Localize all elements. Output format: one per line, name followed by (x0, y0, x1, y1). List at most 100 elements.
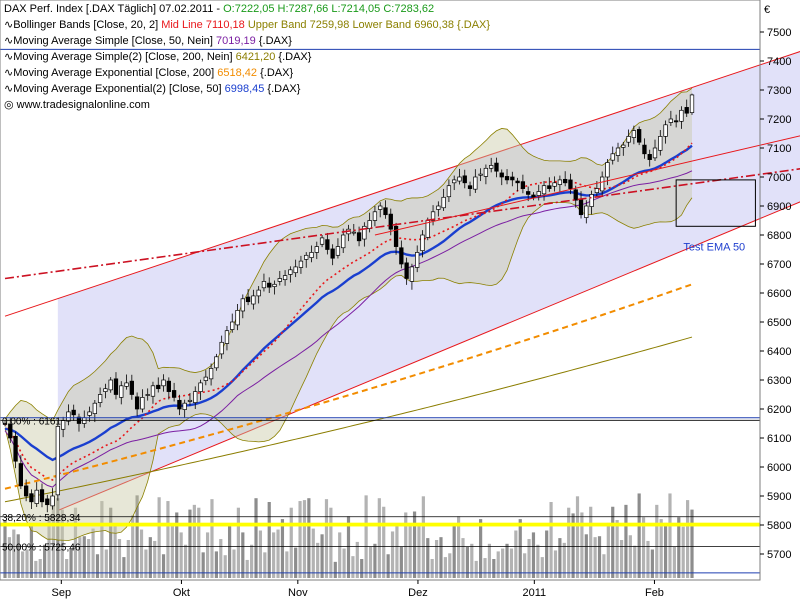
volume-bar (298, 501, 302, 578)
candle-body (605, 162, 610, 178)
volume-bar (681, 526, 685, 578)
candle-body (388, 213, 393, 230)
volume-bar (166, 501, 170, 578)
volume-bar (549, 502, 553, 578)
candle-body (187, 399, 193, 402)
volume-bar (161, 554, 166, 578)
candle-body (489, 165, 494, 169)
candle-body (663, 124, 668, 137)
volume-bar (668, 493, 672, 578)
volume-bar (135, 495, 139, 578)
bollinger-upper-line (4, 87, 693, 422)
volume-bar (69, 548, 73, 578)
legend-entry-value: Upper Band 7259,98 (248, 19, 353, 31)
candle-body (356, 232, 362, 242)
y-tick-label: 7000 (767, 172, 791, 184)
candle-body (452, 179, 457, 184)
volume-bar (527, 539, 531, 578)
volume-bar (624, 504, 628, 578)
candle-body (536, 191, 541, 196)
trend-channel-fill (57, 51, 800, 511)
candle-body (251, 295, 256, 305)
fib-level-label: 0,00% : 6161 (2, 416, 61, 427)
candle-body (240, 298, 245, 312)
candle-body (219, 341, 224, 355)
x-tick-label: Nov (288, 587, 308, 599)
volume-bar (597, 536, 602, 578)
y-tick-label: 6600 (767, 288, 791, 300)
candle-body (615, 147, 621, 156)
volume-bar (109, 507, 113, 578)
volume-bar (501, 548, 505, 578)
volume-bar (223, 555, 227, 578)
y-tick-label: 5900 (767, 491, 791, 503)
candle-body (34, 489, 39, 504)
candle-body (383, 207, 388, 216)
candle-body (8, 423, 13, 439)
candle-body (430, 211, 436, 221)
candle-body (97, 394, 103, 403)
candle-body (626, 136, 631, 143)
volume-bar (56, 498, 60, 578)
volume-bar (144, 549, 148, 578)
legend-entry-label: ∿Bollinger Bands [Close, 20, 2] (4, 19, 161, 31)
volume-bar (536, 544, 540, 578)
y-tick-label: 6700 (767, 259, 791, 271)
volume-bar (364, 495, 368, 578)
candle-body (298, 260, 304, 268)
volume-bar (390, 531, 395, 578)
candle-body (87, 411, 92, 416)
volume-bar (267, 502, 271, 578)
candle-body (552, 182, 557, 187)
candle-body (18, 463, 24, 487)
candle-body (510, 176, 515, 181)
volume-bar (258, 530, 263, 578)
volume-bar (685, 500, 690, 578)
volume-bar (659, 519, 663, 578)
candle-body (647, 154, 652, 160)
volume-bar (25, 549, 29, 578)
volume-bar (153, 540, 157, 578)
volume-bar (60, 509, 64, 578)
candle-body (134, 396, 140, 410)
volume-bar (404, 512, 408, 578)
candle-body (119, 385, 124, 398)
volume-bar (470, 543, 474, 578)
volume-layer (3, 493, 694, 578)
volume-bar (448, 553, 452, 578)
legend-ohlc: O:7222,05 H:7287,66 L:7214,05 C:7283,62 (223, 3, 434, 15)
legend-entry-suffix: {.DAX} (278, 51, 311, 63)
volume-bar (421, 496, 425, 578)
volume-bar (355, 541, 359, 578)
candle-body (642, 144, 647, 155)
volume-bar (571, 513, 575, 578)
volume-bar (73, 507, 78, 578)
volume-bar (170, 525, 174, 578)
volume-bar (386, 554, 390, 578)
legend-entry-label: ∿Moving Average Exponential(2) [Close, 5… (4, 83, 225, 95)
resistance-line (374, 135, 800, 236)
fib-level-label: 38,20% : 5828,34 (2, 513, 81, 524)
volume-bar (567, 507, 571, 578)
candle-body (409, 266, 415, 282)
volume-bar (637, 493, 641, 578)
candle-body (415, 252, 420, 268)
volume-bar (29, 524, 34, 578)
volume-bar (276, 529, 280, 578)
legend-entry: ∿Moving Average Exponential(2) [Close, 5… (4, 83, 301, 95)
volume-bar (523, 553, 527, 578)
legend-entry-value: 6518,42 (217, 67, 260, 79)
candle-body (108, 379, 113, 391)
candle-body (367, 220, 372, 229)
candle-body (404, 262, 409, 279)
volume-bar (38, 559, 42, 578)
candle-body (335, 246, 341, 256)
volume-bar (439, 537, 443, 578)
candle-body (235, 310, 240, 326)
volume-bar (593, 537, 597, 578)
volume-bar (254, 498, 258, 578)
candle-body (526, 191, 531, 195)
volume-bar (272, 532, 276, 578)
volume-bar (245, 559, 249, 578)
volume-bar (584, 534, 588, 578)
